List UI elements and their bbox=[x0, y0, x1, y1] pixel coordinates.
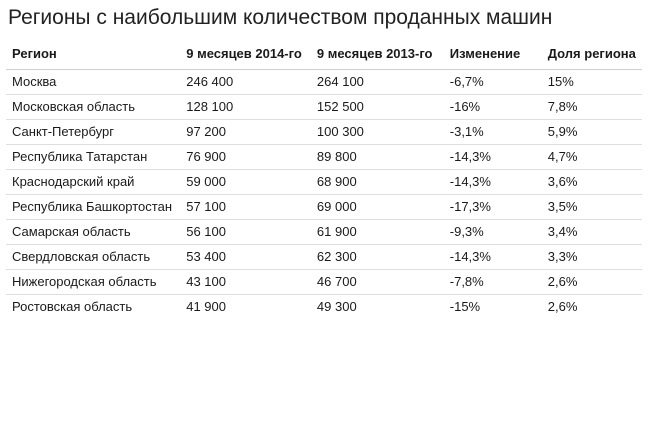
table-row: Республика Татарстан 76 900 89 800 -14,3% 4,… bbox=[6, 145, 642, 170]
cell-region-share: 2,6% bbox=[547, 274, 578, 289]
cell-9-months-2013: 49 300 bbox=[316, 299, 357, 314]
table-header: Регион 9 месяцев 2014-го 9 месяцев 2013-… bbox=[6, 42, 642, 70]
cell-9-months-2014: 43 100 bbox=[186, 274, 226, 289]
cell-region-share: 5,9% bbox=[547, 124, 578, 139]
cell-region: Самарская область bbox=[12, 224, 131, 239]
cell-9-months-2013: 61 900 bbox=[316, 224, 357, 239]
header-region: Регион bbox=[12, 46, 57, 61]
header-region-share: Доля региона bbox=[547, 46, 636, 61]
cell-9-months-2013: 62 300 bbox=[316, 249, 357, 264]
cell-change: -17,3% bbox=[449, 199, 491, 214]
header-9-months-2014: 9 месяцев 2014-го bbox=[186, 46, 302, 61]
table-row: Москва 246 400 264 100 -6,7% 15% bbox=[6, 70, 642, 95]
page-title: Регионы с наибольшим количеством проданн… bbox=[8, 6, 553, 29]
cell-change: -7,8% bbox=[449, 274, 484, 289]
table-row: Санкт-Петербург 97 200 100 300 -3,1% 5,9% bbox=[6, 120, 642, 145]
cell-region-share: 3,4% bbox=[547, 224, 578, 239]
cell-region: Краснодарский край bbox=[12, 174, 135, 189]
cell-region: Ростовская область bbox=[12, 299, 133, 314]
table-row: Самарская область 56 100 61 900 -9,3% 3,4% bbox=[6, 220, 642, 245]
header-row: Регион 9 месяцев 2014-го 9 месяцев 2013-… bbox=[6, 42, 642, 70]
cell-change: -15% bbox=[449, 299, 481, 314]
cell-9-months-2014: 41 900 bbox=[186, 299, 226, 314]
cell-9-months-2013: 89 800 bbox=[316, 149, 357, 164]
cell-region: Санкт-Петербург bbox=[12, 124, 114, 139]
cell-change: -14,3% bbox=[449, 174, 491, 189]
table-row: Нижегородская область 43 100 46 700 -7,8% 2,… bbox=[6, 270, 642, 295]
table-row: Республика Башкортостан 57 100 69 000 -17,3… bbox=[6, 195, 642, 220]
cell-change: -14,3% bbox=[449, 149, 491, 164]
cell-region: Москва bbox=[12, 74, 57, 89]
cell-region-share: 3,5% bbox=[547, 199, 578, 214]
cell-9-months-2014: 128 100 bbox=[186, 99, 234, 114]
cell-region-share: 15% bbox=[547, 74, 574, 89]
cell-region-share: 2,6% bbox=[547, 299, 578, 314]
cell-region-share: 4,7% bbox=[547, 149, 578, 164]
cell-9-months-2013: 46 700 bbox=[316, 274, 357, 289]
cell-change: -3,1% bbox=[449, 124, 484, 139]
cell-9-months-2014: 59 000 bbox=[186, 174, 226, 189]
header-9-months-2013: 9 месяцев 2013-го bbox=[316, 46, 433, 61]
cell-9-months-2014: 97 200 bbox=[186, 124, 226, 139]
table-row: Свердловская область 53 400 62 300 -14,3% 3,… bbox=[6, 245, 642, 270]
cell-9-months-2014: 76 900 bbox=[186, 149, 226, 164]
cell-9-months-2013: 68 900 bbox=[316, 174, 357, 189]
cell-change: -14,3% bbox=[449, 249, 491, 264]
cell-9-months-2013: 69 000 bbox=[316, 199, 357, 214]
cell-region: Свердловская область bbox=[12, 249, 151, 264]
header-change: Изменение bbox=[449, 46, 521, 61]
cell-region-share: 3,6% bbox=[547, 174, 578, 189]
cell-region-share: 7,8% bbox=[547, 99, 578, 114]
cell-9-months-2014: 246 400 bbox=[186, 74, 234, 89]
cell-9-months-2014: 56 100 bbox=[186, 224, 226, 239]
cell-change: -9,3% bbox=[449, 224, 484, 239]
table-row: Ростовская область 41 900 49 300 -15% 2,6% bbox=[6, 295, 642, 320]
cell-change: -6,7% bbox=[449, 74, 484, 89]
cell-region-share: 3,3% bbox=[547, 249, 578, 264]
cell-9-months-2013: 152 500 bbox=[316, 99, 364, 114]
cell-region: Республика Татарстан bbox=[12, 149, 148, 164]
table-row: Краснодарский край 59 000 68 900 -14,3% 3,6% bbox=[6, 170, 642, 195]
cell-region: Нижегородская область bbox=[12, 274, 157, 289]
cell-9-months-2014: 57 100 bbox=[186, 199, 226, 214]
cell-region: Московская область bbox=[12, 99, 136, 114]
cell-9-months-2013: 100 300 bbox=[316, 124, 364, 139]
cell-region: Республика Башкортостан bbox=[12, 199, 172, 214]
sales-table: Регион 9 месяцев 2014-го 9 месяцев 2013-… bbox=[6, 42, 642, 319]
table-body: Москва 246 400 264 100 -6,7% 15% Московская о… bbox=[6, 70, 642, 320]
cell-9-months-2014: 53 400 bbox=[186, 249, 226, 264]
cell-change: -16% bbox=[449, 99, 481, 114]
cell-9-months-2013: 264 100 bbox=[316, 74, 364, 89]
table-row: Московская область 128 100 152 500 -16% 7,8% bbox=[6, 95, 642, 120]
